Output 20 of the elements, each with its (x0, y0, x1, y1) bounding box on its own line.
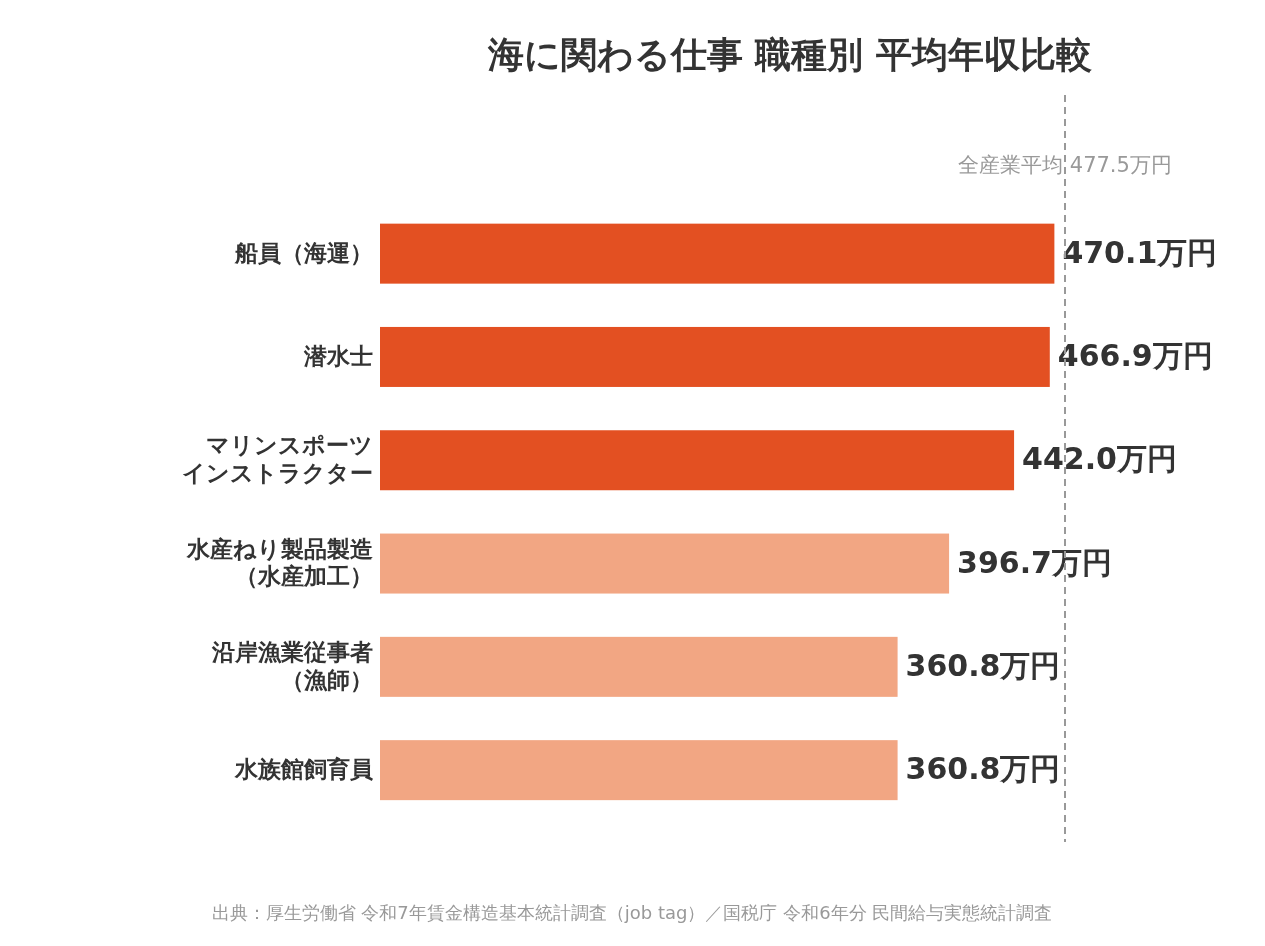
y-tick-label: 潜水士 (303, 342, 373, 369)
ref-line-label: 全産業平均 477.5万円 (958, 153, 1172, 177)
bar (380, 533, 950, 594)
bar (380, 430, 1015, 491)
y-tick-label: 船員（海運） (234, 239, 373, 266)
bar (380, 223, 1055, 284)
y-tick-label: 沿岸漁業従事者（漁師） (211, 638, 373, 693)
y-tick-label: 水産ねり製品製造（水産加工） (186, 535, 373, 589)
data-label: 360.8万円 (905, 750, 1061, 786)
data-label: 442.0万円 (1022, 440, 1177, 476)
data-label: 470.1万円 (1062, 234, 1218, 270)
bar (380, 636, 898, 697)
source-note: 出典：厚生労働省 令和7年賃金構造基本統計調査（job tag）／国税庁 令和6年分 民間給与実態統計調査 (211, 902, 1053, 923)
data-label: 466.9万円 (1057, 337, 1213, 373)
y-tick-label: 水族館飼育員 (234, 755, 373, 782)
bar (380, 326, 1050, 387)
bar (380, 740, 898, 801)
y-tick-label: マリンスポーツインストラクター (182, 431, 373, 486)
chart-title: 海に関わる仕事 職種別 平均年収比較 (486, 34, 1093, 75)
data-label: 360.8万円 (905, 647, 1061, 683)
